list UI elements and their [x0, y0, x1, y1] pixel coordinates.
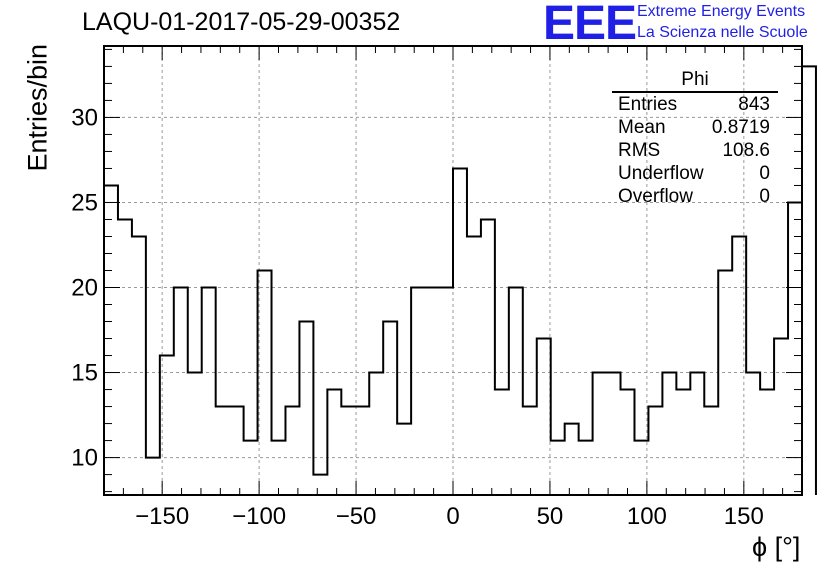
- stats-row-entries: Entries 843: [612, 93, 778, 116]
- x-axis-label: ϕ [°]: [752, 532, 801, 562]
- stats-value: 0.8719: [711, 117, 770, 138]
- y-tick-label: 10: [71, 445, 98, 472]
- stats-row-rms: RMS 108.6: [612, 139, 778, 162]
- x-tick-label: 50: [537, 503, 564, 530]
- x-tick-label: −150: [135, 503, 189, 530]
- y-tick-label: 25: [71, 189, 98, 216]
- stats-row-mean: Mean 0.8719: [612, 116, 778, 139]
- y-tick-label: 20: [71, 275, 98, 302]
- stats-label: Entries: [618, 94, 678, 115]
- stats-label: Underflow: [618, 163, 704, 184]
- stats-value: 0: [759, 163, 770, 184]
- stats-label: Mean: [618, 117, 666, 138]
- stats-value: 843: [738, 94, 770, 115]
- stats-row-underflow: Underflow 0: [612, 162, 778, 185]
- y-tick-label: 30: [71, 104, 98, 131]
- x-tick-label: −100: [232, 503, 286, 530]
- eee-logo: EEE: [543, 0, 637, 50]
- stats-box: Phi Entries 843 Mean 0.8719 RMS 108.6 Un…: [612, 69, 778, 208]
- stats-row-overflow: Overflow 0: [612, 185, 778, 208]
- x-tick-label: 0: [446, 503, 459, 530]
- histogram-line: [103, 65, 817, 495]
- stats-title: Phi: [612, 69, 778, 93]
- stats-label: RMS: [618, 140, 661, 161]
- y-tick-label: 15: [71, 360, 98, 387]
- stats-label: Overflow: [618, 186, 693, 207]
- chart-title: LAQU-01-2017-05-29-00352: [82, 8, 401, 36]
- axes: −150 −100 −50 0 50 100 150 10 15 20 25 30: [71, 45, 803, 530]
- x-tick-label: 100: [627, 503, 667, 530]
- stats-value: 108.6: [722, 140, 770, 161]
- stats-value: 0: [759, 186, 770, 207]
- logo-text-line2: La Scienza nelle Scuole: [637, 24, 808, 41]
- x-tick-label: 150: [724, 503, 764, 530]
- logo-text-line1: Extreme Energy Events: [637, 3, 806, 20]
- x-tick-label: −50: [336, 503, 377, 530]
